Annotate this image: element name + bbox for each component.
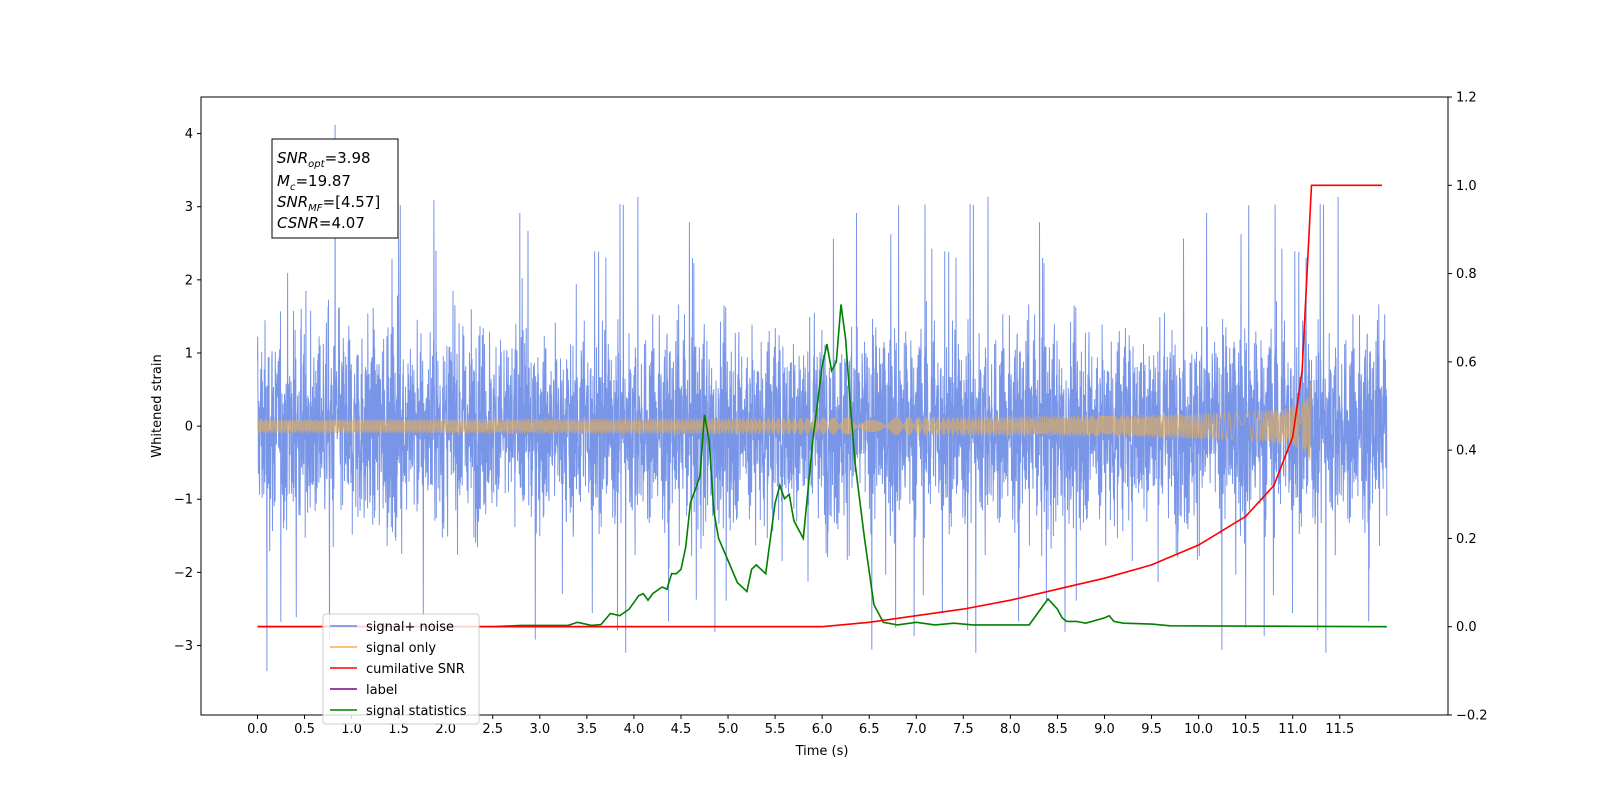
- y-tick-label-right: 1.0: [1456, 179, 1477, 194]
- legend: signal+ noise signal only cumilative SNR…: [322, 613, 480, 725]
- x-tick-label: 6.5: [859, 722, 880, 737]
- y-axis-label-left: Whitened strain: [150, 354, 165, 457]
- y-tick-label-left: −2: [174, 566, 193, 581]
- x-tick-label: 8.5: [1047, 722, 1068, 737]
- series-signal-statistics: [257, 304, 1387, 628]
- x-tick-label: 9.5: [1141, 722, 1162, 737]
- x-tick-label: 4.5: [671, 722, 692, 737]
- series-signal-noise: [257, 124, 1388, 672]
- legend-label-signal-only: signal only: [366, 641, 436, 656]
- x-tick-label: 9.0: [1094, 722, 1115, 737]
- x-tick-label: 1.5: [388, 722, 409, 737]
- y-tick-label-right: 0.4: [1456, 444, 1477, 459]
- y-tick-label-left: 2: [185, 273, 193, 288]
- x-tick-label: 0.0: [247, 722, 268, 737]
- y-tick-label-right: 0.6: [1456, 355, 1477, 370]
- y-tick-label-left: 0: [185, 420, 193, 435]
- x-axis-label: Time (s): [795, 744, 849, 759]
- x-tick-label: 3.5: [577, 722, 598, 737]
- x-tick-label: 5.0: [718, 722, 739, 737]
- y-tick-label-right: 1.2: [1456, 91, 1477, 106]
- y-tick-label-right: 0.8: [1456, 267, 1477, 282]
- y-tick-label-left: 3: [185, 200, 193, 215]
- x-tick-label: 7.5: [953, 722, 974, 737]
- legend-label-label: label: [366, 683, 397, 698]
- x-tick-label: 8.0: [1000, 722, 1021, 737]
- x-tick-label: 10.0: [1184, 722, 1213, 737]
- y-tick-label-right: 0.0: [1456, 620, 1477, 635]
- y-tick-label-left: −3: [174, 639, 193, 654]
- x-tick-label: 3.0: [529, 722, 550, 737]
- x-tick-label: 4.0: [624, 722, 645, 737]
- axes-frame: [200, 96, 1449, 716]
- info-csnr: CSNR=4.07: [277, 214, 365, 232]
- x-tick-label: 6.0: [812, 722, 833, 737]
- x-tick-label: 7.0: [906, 722, 927, 737]
- y-tick-label-left: 4: [185, 127, 193, 142]
- legend-label-signal-statistics: signal statistics: [366, 704, 467, 719]
- axis-ticks: 0.0 0.5 1.0 1.5 2.0 2.5 3.0 3.5 4.0 4.5 5.0 5.5 6.0 6…: [174, 91, 1488, 738]
- x-tick-label: 10.5: [1231, 722, 1260, 737]
- x-tick-label: 0.5: [294, 722, 315, 737]
- info-chirp-mass: Mc=19.87: [277, 172, 351, 193]
- x-tick-label: 2.5: [482, 722, 503, 737]
- info-snr-opt: SNRopt=3.98: [277, 149, 371, 170]
- x-tick-label: 5.5: [765, 722, 786, 737]
- x-tick-label: 11.5: [1325, 722, 1354, 737]
- series-signal-only: [257, 381, 1312, 461]
- plot-area: [257, 124, 1388, 672]
- info-snr-mf: SNRMF=[4.57]: [277, 193, 380, 214]
- legend-label-signal-noise: signal+ noise: [366, 620, 454, 635]
- y-tick-label-right: −0.2: [1456, 709, 1488, 724]
- series-cumulative-snr: [257, 184, 1383, 628]
- info-box-frame: [271, 138, 399, 239]
- x-tick-label: 2.0: [435, 722, 456, 737]
- legend-label-cumulative-snr: cumilative SNR: [366, 662, 465, 677]
- x-tick-label: 11.0: [1278, 722, 1307, 737]
- y-tick-label-left: −1: [174, 493, 193, 508]
- legend-frame: [322, 613, 480, 725]
- x-tick-label: 1.0: [341, 722, 362, 737]
- y-tick-label-left: 1: [185, 346, 193, 361]
- y-tick-label-right: 0.2: [1456, 532, 1477, 547]
- info-box: SNRopt=3.98 Mc=19.87 SNRMF=[4.57] CSNR=4…: [271, 138, 399, 239]
